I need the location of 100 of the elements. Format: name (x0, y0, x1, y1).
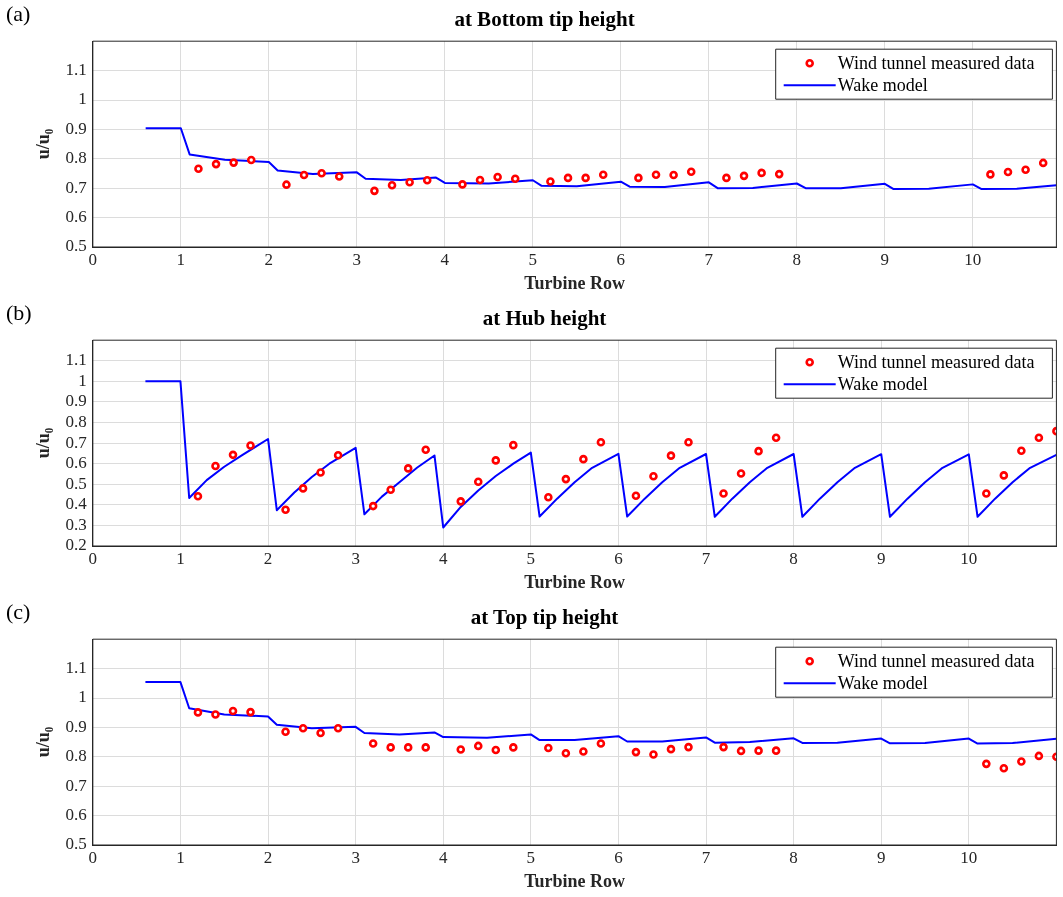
point (458, 180, 467, 189)
x-tick-label: 4 (438, 548, 448, 568)
y-tick-label: 0.7 (65, 177, 88, 197)
point (736, 469, 746, 478)
y-tick-label: 0.5 (65, 834, 87, 854)
x-tick-label: 9 (880, 249, 890, 269)
point (246, 707, 255, 717)
point (246, 441, 255, 450)
x-tick-label: 1 (176, 548, 185, 568)
point (757, 168, 766, 178)
legend-label: Wind tunnel measured data (837, 52, 1035, 73)
point (649, 471, 658, 481)
point (422, 175, 432, 185)
point (421, 445, 431, 454)
y-axis-title: u/u₀ (33, 427, 54, 459)
point (368, 501, 378, 511)
point (982, 759, 991, 769)
y-axis-title: u/u₀ (33, 128, 54, 160)
y-tick-label: 0.7 (65, 775, 88, 795)
point (456, 745, 466, 754)
y-tick-label: 0.8 (65, 148, 87, 168)
legend-label: Wake model (837, 74, 928, 95)
point (631, 491, 641, 501)
point (370, 186, 379, 196)
point (631, 747, 641, 757)
point (986, 170, 995, 179)
point (491, 745, 501, 755)
x-axis-title: Turbine Row (524, 272, 626, 293)
point (211, 710, 220, 719)
point (387, 180, 397, 190)
point (982, 489, 991, 498)
point (774, 169, 784, 179)
x-tick-label: 1 (176, 847, 185, 867)
point (634, 173, 643, 183)
point (999, 763, 1009, 773)
x-tick-label: 8 (789, 548, 798, 568)
point (999, 471, 1009, 480)
x-tick-label: 7 (701, 548, 711, 568)
point (229, 158, 238, 167)
point (651, 170, 661, 179)
point (333, 450, 343, 460)
x-tick-label: 6 (614, 548, 623, 568)
point (211, 461, 220, 471)
point (686, 167, 696, 177)
point (509, 440, 518, 450)
y-tick-label: 0.2 (65, 535, 87, 555)
x-tick-label: 5 (528, 249, 538, 269)
point (736, 746, 746, 756)
point (669, 170, 678, 180)
x-tick-label: 8 (789, 847, 798, 867)
y-tick-label: 1.1 (65, 350, 87, 370)
x-tick-label: 2 (263, 847, 273, 867)
point (299, 170, 309, 180)
point (754, 746, 763, 755)
point (1017, 446, 1026, 456)
x-tick-label: 3 (352, 249, 362, 269)
point (546, 177, 555, 186)
point (596, 739, 606, 748)
point (493, 172, 502, 182)
chart-title: at Hub height (482, 306, 607, 331)
point (473, 741, 483, 751)
point (771, 433, 781, 443)
x-tick-label: 3 (351, 847, 360, 867)
point (739, 171, 749, 181)
text: (a) (6, 0, 31, 26)
y-tick-label: 1 (78, 370, 87, 390)
point (386, 485, 395, 495)
point (563, 173, 573, 183)
point (544, 492, 553, 502)
point (316, 468, 325, 477)
point (719, 489, 728, 498)
point (298, 723, 308, 733)
x-tick-label: 5 (526, 847, 536, 867)
x-axis-title: Turbine Row (524, 870, 626, 891)
y-tick-label: 0.8 (65, 746, 87, 766)
y-tick-label: 0.3 (65, 514, 87, 534)
point (561, 474, 571, 484)
point (722, 173, 731, 183)
x-tick-label: 7 (704, 249, 714, 269)
y-tick-label: 1 (78, 687, 87, 707)
point (509, 743, 518, 752)
text: (c) (6, 598, 31, 624)
chart-title: at Top tip height (470, 605, 619, 630)
point (1034, 433, 1044, 443)
text: (b) (6, 299, 32, 325)
y-tick-label: 0.6 (65, 453, 87, 473)
x-tick-label: 2 (263, 548, 273, 568)
point (598, 170, 608, 179)
x-tick-label: 9 (876, 548, 886, 568)
point (456, 497, 466, 506)
point (193, 708, 203, 717)
point (421, 743, 431, 752)
point (246, 155, 256, 165)
point (771, 746, 781, 755)
legend-label: Wake model (837, 672, 928, 693)
x-tick-label: 9 (876, 847, 886, 867)
point (228, 450, 238, 460)
point (298, 484, 308, 493)
y-tick-label: 0.9 (65, 118, 87, 138)
point (684, 742, 693, 752)
